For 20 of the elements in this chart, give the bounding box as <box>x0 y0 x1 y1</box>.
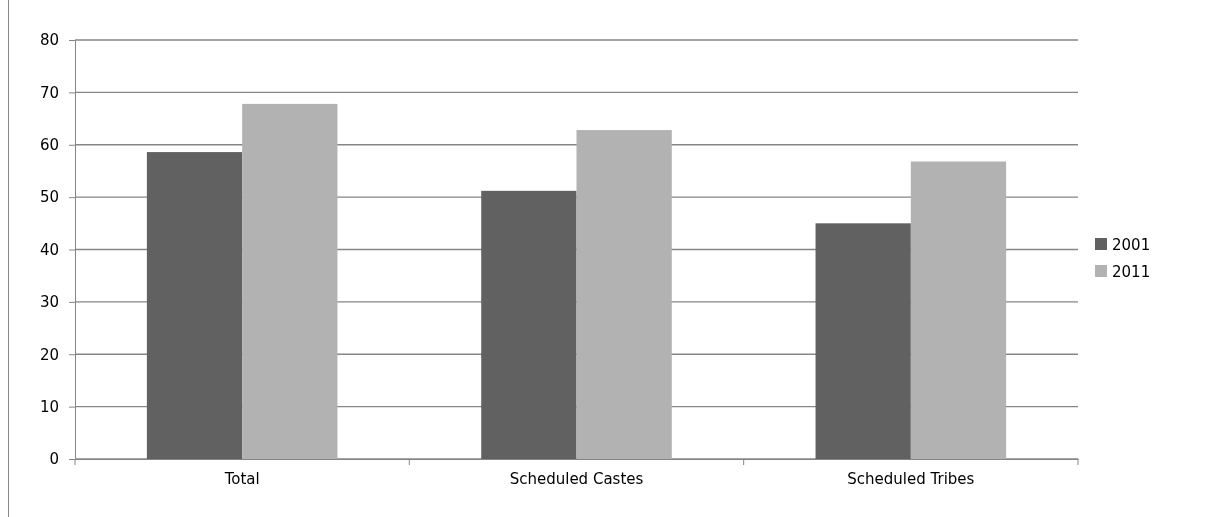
legend-label: 2001 <box>1112 236 1151 254</box>
bar <box>576 130 672 459</box>
y-tick-label: 80 <box>39 31 59 50</box>
y-tick-label: 40 <box>39 240 59 259</box>
y-tick-label: 50 <box>39 188 59 207</box>
x-tick-label: Scheduled Castes <box>509 469 644 488</box>
x-tick-label: Total <box>223 469 260 488</box>
legend-label: 2011 <box>1112 263 1151 281</box>
x-tick-label: Scheduled Tribes <box>847 469 975 488</box>
y-tick-label: 30 <box>39 293 59 312</box>
bar <box>242 103 338 459</box>
y-tick-label: 20 <box>39 345 59 364</box>
y-tick-label: 70 <box>39 83 59 102</box>
y-tick-label: 60 <box>39 136 59 155</box>
bar <box>146 152 243 459</box>
bar <box>910 161 1007 459</box>
y-tick-label: 0 <box>49 450 59 469</box>
bar <box>815 223 911 459</box>
y-tick-label: 10 <box>39 397 59 416</box>
bar <box>481 190 577 459</box>
